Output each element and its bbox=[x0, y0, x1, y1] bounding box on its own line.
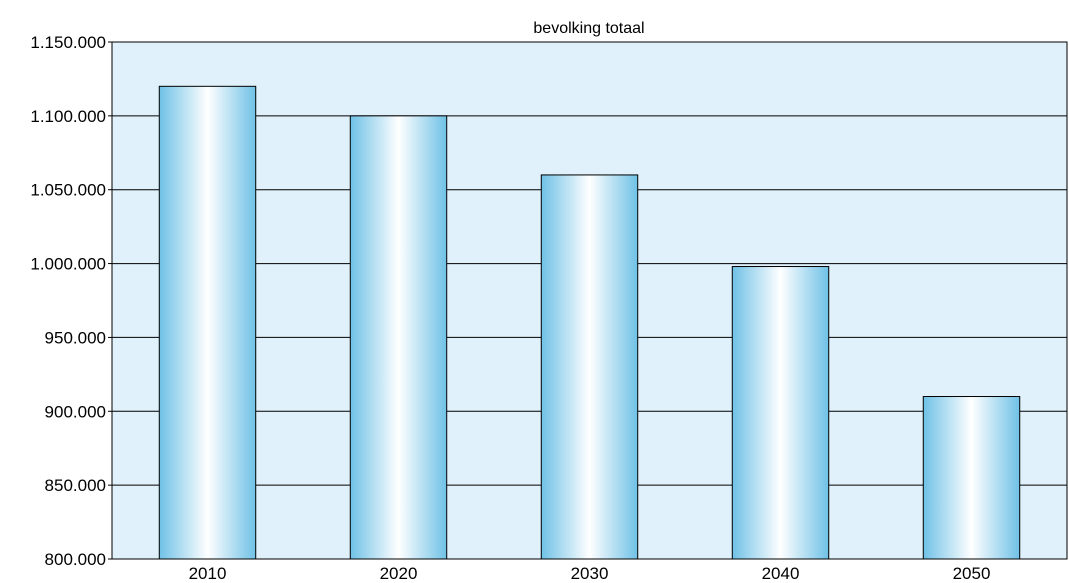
x-tick-label: 2040 bbox=[762, 564, 800, 583]
y-tick-label: 1.050.000 bbox=[30, 181, 106, 200]
bar-2020 bbox=[349, 115, 448, 560]
bars bbox=[158, 85, 1021, 560]
x-tick-labels: 2010 2020 2030 2040 2050 bbox=[189, 564, 991, 583]
y-tick-label: 800.000 bbox=[45, 550, 106, 569]
y-tick-label: 1.100.000 bbox=[30, 107, 106, 126]
bar-2050 bbox=[922, 396, 1021, 560]
bar-2030 bbox=[540, 174, 639, 560]
y-tick-label: 1.150.000 bbox=[30, 33, 106, 52]
bar-2040 bbox=[731, 266, 830, 560]
x-tick-label: 2030 bbox=[571, 564, 609, 583]
y-tick-label: 950.000 bbox=[45, 328, 106, 347]
y-tick-label: 1.000.000 bbox=[30, 255, 106, 274]
x-tick-label: 2050 bbox=[953, 564, 991, 583]
x-tick-label: 2010 bbox=[189, 564, 227, 583]
bar-2010 bbox=[158, 85, 257, 560]
y-tick-label: 850.000 bbox=[45, 476, 106, 495]
x-tick-label: 2020 bbox=[380, 564, 418, 583]
y-tick-label: 900.000 bbox=[45, 402, 106, 421]
chart-title: bevolking totaal bbox=[533, 20, 644, 37]
y-tick-labels: 800.000 850.000 900.000 950.000 1.000.000 1.0… bbox=[30, 33, 106, 569]
